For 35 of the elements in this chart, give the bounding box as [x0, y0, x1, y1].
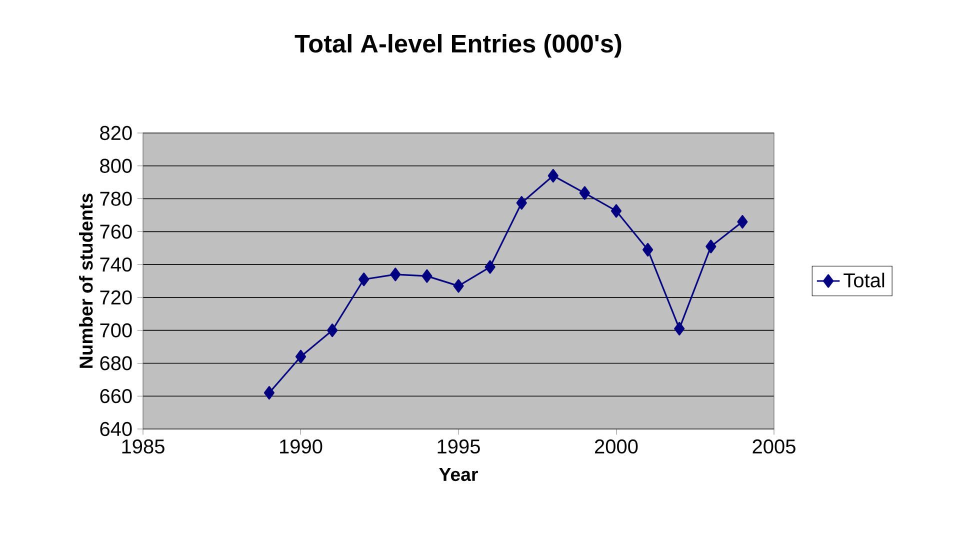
point [579, 186, 590, 200]
y-tick-label: 760 [100, 224, 132, 239]
point [295, 350, 306, 364]
y-tick-label: 800 [100, 158, 132, 173]
point [358, 272, 370, 286]
point [516, 196, 527, 210]
point [610, 204, 622, 218]
point [548, 168, 558, 183]
x-tick-label: 1985 [122, 439, 164, 454]
chart-title: Total A-level Entries (000's) [294, 34, 622, 58]
point [264, 386, 274, 400]
y-axis-title: Number of students [79, 194, 93, 368]
y-tick-label: 820 [100, 126, 132, 140]
point [706, 240, 716, 254]
legend-label: Total [844, 272, 884, 288]
point [327, 324, 338, 338]
y-tick-label: 700 [100, 323, 132, 338]
y-tick-label: 780 [100, 192, 132, 206]
point [453, 279, 464, 293]
y-tick-label: 640 [100, 422, 132, 436]
point [737, 215, 748, 229]
y-tick-label: 720 [100, 290, 132, 305]
x-tick-label: 1990 [280, 439, 322, 454]
y-tick-label: 660 [100, 389, 132, 404]
point [390, 268, 401, 282]
y-tick-label: 680 [100, 356, 132, 370]
x-axis-title: Year [439, 468, 478, 482]
x-tick-label: 1995 [438, 439, 480, 454]
point [422, 269, 432, 283]
x-tick-label: 2000 [595, 439, 638, 454]
point [674, 322, 685, 336]
x-tick-label: 2005 [752, 439, 796, 454]
y-tick-label: 740 [100, 257, 132, 272]
point [484, 260, 496, 274]
point [642, 242, 654, 257]
